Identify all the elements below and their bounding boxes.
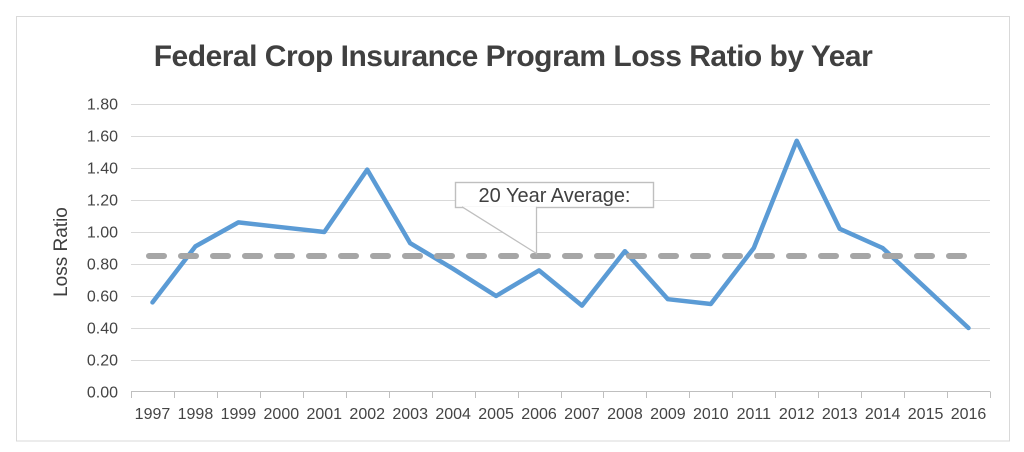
y-axis-title: Loss Ratio — [51, 207, 72, 297]
x-tick-label: 2007 — [564, 406, 600, 423]
x-tick-labels: 1997 1998 1999 2000 2001 2002 2003 2004 2005 2006… — [135, 406, 987, 423]
chart-frame-border — [16, 16, 1010, 442]
x-tick-label: 2003 — [392, 406, 428, 423]
x-tick-label: 1997 — [135, 406, 171, 423]
x-tick-label: 1998 — [178, 406, 214, 423]
x-tick-label: 2005 — [478, 406, 514, 423]
x-tick-label: 2013 — [822, 406, 858, 423]
x-tick-label: 2002 — [349, 406, 385, 423]
y-tick-label: 0.40 — [87, 321, 118, 338]
x-tick-label: 2000 — [264, 406, 300, 423]
x-tick-label: 2011 — [737, 406, 772, 423]
callout-pointer — [461, 206, 538, 255]
x-tick-label: 2006 — [521, 406, 557, 423]
x-tick-label: 2001 — [306, 406, 342, 423]
chart-title: Federal Crop Insurance Program Loss Rati… — [153, 40, 873, 73]
x-tick-label: 2016 — [951, 406, 987, 423]
callout-label: 20 Year Average: — [479, 185, 631, 207]
y-tick-label: 1.20 — [87, 193, 118, 210]
y-tick-label: 1.40 — [87, 161, 118, 178]
y-tick-label: 1.80 — [87, 97, 118, 114]
loss-ratio-series-line — [150, 138, 971, 331]
callout: 20 Year Average: — [454, 181, 655, 255]
y-tick-label: 1.00 — [87, 225, 118, 242]
x-tick-label: 2004 — [435, 406, 471, 423]
y-tick-label: 0.80 — [87, 257, 118, 274]
x-axis — [131, 391, 991, 398]
x-tick-label: 2012 — [779, 406, 815, 423]
x-tick-label: 2009 — [650, 406, 686, 423]
x-tick-label: 2015 — [908, 406, 944, 423]
callout-box — [454, 181, 655, 209]
y-tick-label: 0.20 — [87, 353, 118, 370]
y-tick-label: 0.60 — [87, 289, 118, 306]
y-tick-label: 0.00 — [87, 385, 118, 402]
x-tick-label: 2008 — [607, 406, 643, 423]
x-tick-label: 2010 — [693, 406, 729, 423]
gridlines — [131, 104, 990, 361]
y-tick-labels: 0.00 0.20 0.40 0.60 0.80 1.00 1.20 1.40 1.60 1.80 — [87, 97, 118, 402]
x-tick-label: 1999 — [221, 406, 257, 423]
y-tick-label: 1.60 — [87, 129, 118, 146]
x-tick-label: 2014 — [865, 406, 901, 423]
